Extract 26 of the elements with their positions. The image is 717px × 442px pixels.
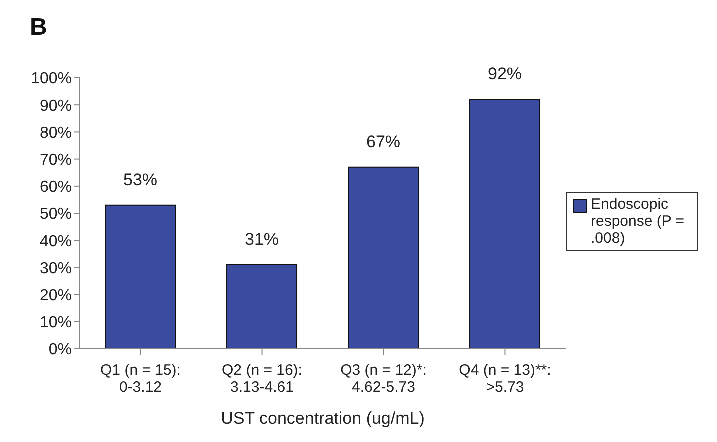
data-label: 67% (366, 132, 401, 152)
y-tick-label: 60% (40, 179, 72, 196)
bar (105, 204, 176, 349)
bar (348, 166, 420, 349)
data-label: 53% (124, 170, 158, 190)
data-label: 92% (488, 64, 522, 84)
bar (470, 99, 541, 349)
x-tick-label: Q1 (n = 15): 0-3.12 (100, 362, 181, 396)
y-tick-label: 40% (40, 233, 72, 250)
chart-title: B (30, 14, 48, 42)
y-tick-label: 70% (40, 152, 72, 169)
x-tick-label: Q4 (n = 13)**: >5.73 (459, 362, 552, 396)
bar (226, 264, 298, 349)
y-tick-label: 100% (31, 70, 72, 88)
y-tick-label: 50% (40, 206, 72, 224)
y-tick-label: 20% (40, 287, 72, 304)
x-tick-label: Q3 (n = 12)*: 4.62-5.73 (340, 362, 427, 396)
data-label: 31% (245, 230, 280, 249)
y-tick-label: 30% (40, 260, 72, 278)
x-axis-title: UST concentration (ug/mL) (221, 409, 425, 428)
y-tick-label: 80% (40, 124, 72, 142)
legend-label: Endoscopic response (P = .008) (591, 196, 686, 246)
x-tick-label: Q2 (n = 16): 3.13-4.61 (222, 362, 302, 396)
y-tick-label: 10% (40, 314, 72, 332)
y-tick-label: 90% (40, 98, 72, 115)
y-tick-label: 0% (48, 342, 72, 359)
